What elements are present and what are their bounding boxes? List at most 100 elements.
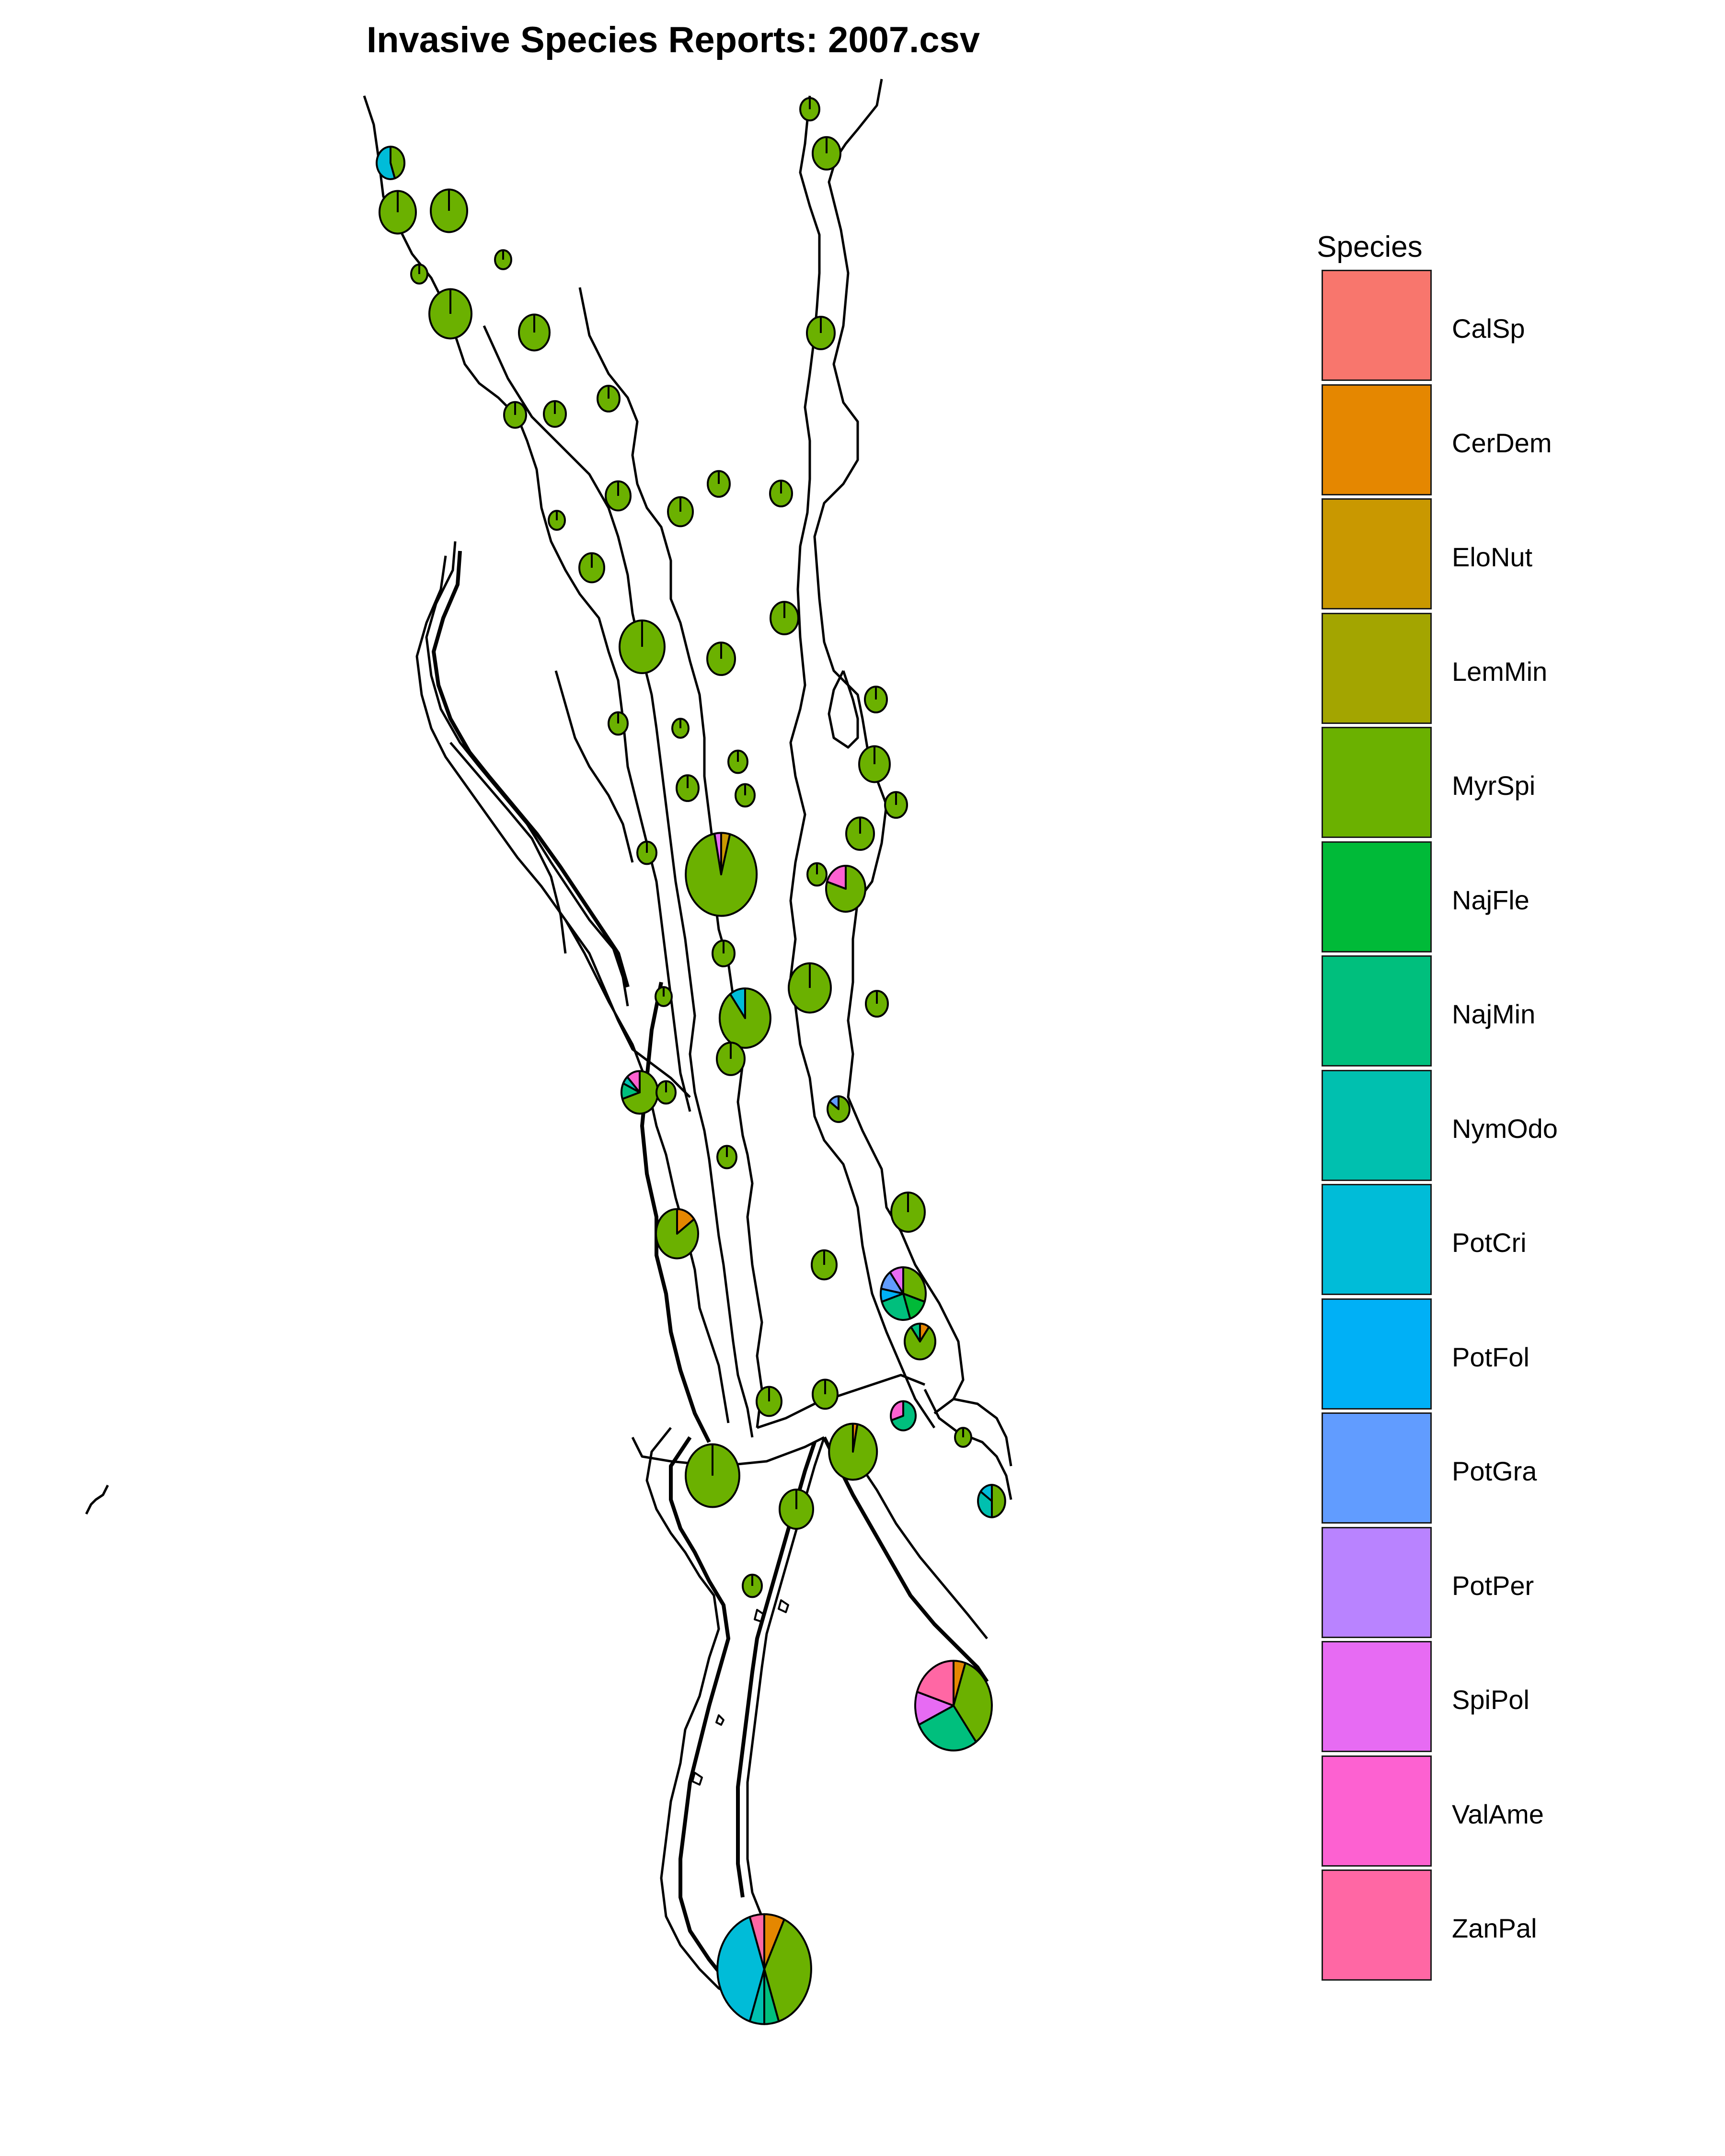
site-pie [619,619,666,674]
legend-swatch [1322,727,1432,838]
legend-item: SpiPol [1313,1641,1648,1755]
site-pie [812,136,841,171]
pie-slice [729,987,746,1019]
site-pie [904,1322,936,1361]
site-pie [890,1400,917,1432]
shoreline-outline [85,79,1012,2000]
legend-label: MyrSpi [1452,770,1536,801]
site-pie [756,1386,782,1417]
pie-slice [626,1070,641,1093]
legend-item: ZanPal [1313,1869,1648,1984]
legend-label: NajFle [1452,884,1530,915]
site-pie [977,1484,1006,1518]
site-pie [716,1042,746,1076]
plot-title: Invasive Species Reports: 2007.csv [366,20,980,60]
legend-swatch [1322,1641,1432,1752]
site-pie [806,862,828,887]
site-pie [597,385,621,413]
pie-slice [979,1484,993,1502]
pie-slice [826,865,847,890]
site-pie [410,264,428,285]
legend-items: CalSp CerDem EloNut LemMin MyrSpi NajFle NajMi… [1313,270,1648,1984]
pie-slice [763,1918,812,2022]
site-pie [811,1249,838,1281]
site-pie [779,1489,814,1530]
site-pie [858,745,891,783]
pie-slice [910,1322,921,1342]
site-pie [827,1095,851,1123]
legend-item: PotGra [1313,1412,1648,1527]
legend-swatch [1322,612,1432,724]
legend-swatch [1322,1184,1432,1295]
site-pie [769,480,793,507]
site-pie [543,400,567,428]
legend: Species CalSp CerDem EloNut LemMin MyrSpi Naj… [1313,230,1648,1984]
legend-swatch [1322,1869,1432,1981]
pie-slice [655,1208,699,1260]
legend-swatch [1322,1069,1432,1181]
legend-label: PotFol [1452,1342,1530,1372]
legend-label: PotGra [1452,1456,1537,1486]
legend-label: PotCri [1452,1227,1527,1258]
legend-swatch [1322,384,1432,495]
pie-slice [881,1293,911,1321]
legend-item: NajFle [1313,841,1648,956]
site-pie [655,1208,699,1260]
site-pie [494,249,512,270]
site-pie [884,791,908,819]
site-pie [716,1145,737,1170]
legend-swatch [1322,1526,1432,1638]
site-pie [548,510,566,531]
site-pie [879,1266,927,1321]
pie-slice [890,1400,904,1422]
legend-label: CalSp [1452,313,1525,344]
pie-slice [977,1491,993,1518]
legend-label: ValAme [1452,1799,1544,1829]
legend-item: LemMin [1313,612,1648,727]
legend-title: Species [1317,230,1423,264]
site-pie [865,990,889,1018]
site-pie [676,774,700,802]
site-pie [812,1378,839,1410]
site-pie [890,1192,926,1233]
site-pie [799,97,820,122]
pie-slice [376,146,396,180]
pie-slice [713,832,722,875]
pie-slice [828,1095,840,1110]
legend-item: ValAme [1313,1755,1648,1870]
pie-slice [390,146,406,180]
pie-slice [889,1266,904,1295]
legend-swatch [1322,1412,1432,1524]
site-pie [608,711,629,736]
legend-item: MyrSpi [1313,727,1648,841]
pie-slice [991,1484,1006,1518]
site-pie [712,940,736,967]
legend-label: PotPer [1452,1570,1534,1601]
legend-item: NymOdo [1313,1069,1648,1184]
legend-swatch [1322,1298,1432,1410]
site-pie [864,686,888,713]
legend-item: CalSp [1313,270,1648,384]
legend-label: SpiPol [1452,1685,1530,1715]
pie-slice [716,1916,765,2022]
site-pie [685,832,758,917]
legend-item: CerDem [1313,384,1648,499]
site-pie [806,316,836,350]
site-pie [667,496,694,528]
pie-slice [748,1913,765,1970]
site-pie [718,987,771,1049]
site-pie [742,1573,763,1598]
site-pie [707,470,731,498]
pie-slice [916,1660,954,1707]
site-pie [430,188,468,233]
site-pie [770,601,799,635]
site-pie [845,816,875,851]
site-pie [716,1913,812,2025]
site-pie [621,1070,659,1115]
site-pie [655,986,673,1007]
site-pie [727,749,748,774]
legend-label: NajMin [1452,999,1536,1029]
site-pie [636,840,657,865]
site-pie [685,1443,740,1508]
